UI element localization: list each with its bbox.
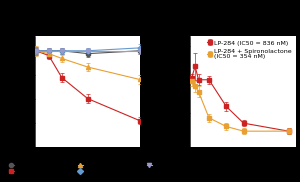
Legend: AA8 (WT), UV20 (ERCC1 mut), UV5 (ERCC2 mut), UV61 (ERCC6 mut), EM9 (XRCC1 mut): AA8 (WT), UV20 (ERCC1 mut), UV5 (ERCC2 m…	[6, 160, 211, 177]
X-axis label: Concentration (nM): Concentration (nM)	[53, 157, 121, 164]
Y-axis label: Cell Survival (%) Compared to Control: Cell Survival (%) Compared to Control	[167, 25, 173, 158]
X-axis label: Concentration (nM): Concentration (nM)	[209, 157, 277, 164]
Y-axis label: Cell Survival (%) Compared to Control: Cell Survival (%) Compared to Control	[11, 25, 17, 158]
Text: B: B	[190, 27, 197, 36]
Legend: LP-284 (IC50 = 836 nM), LP-284 + Spironolactone
(IC50 = 354 nM): LP-284 (IC50 = 836 nM), LP-284 + Spirono…	[207, 39, 292, 60]
Text: A: A	[34, 27, 41, 36]
